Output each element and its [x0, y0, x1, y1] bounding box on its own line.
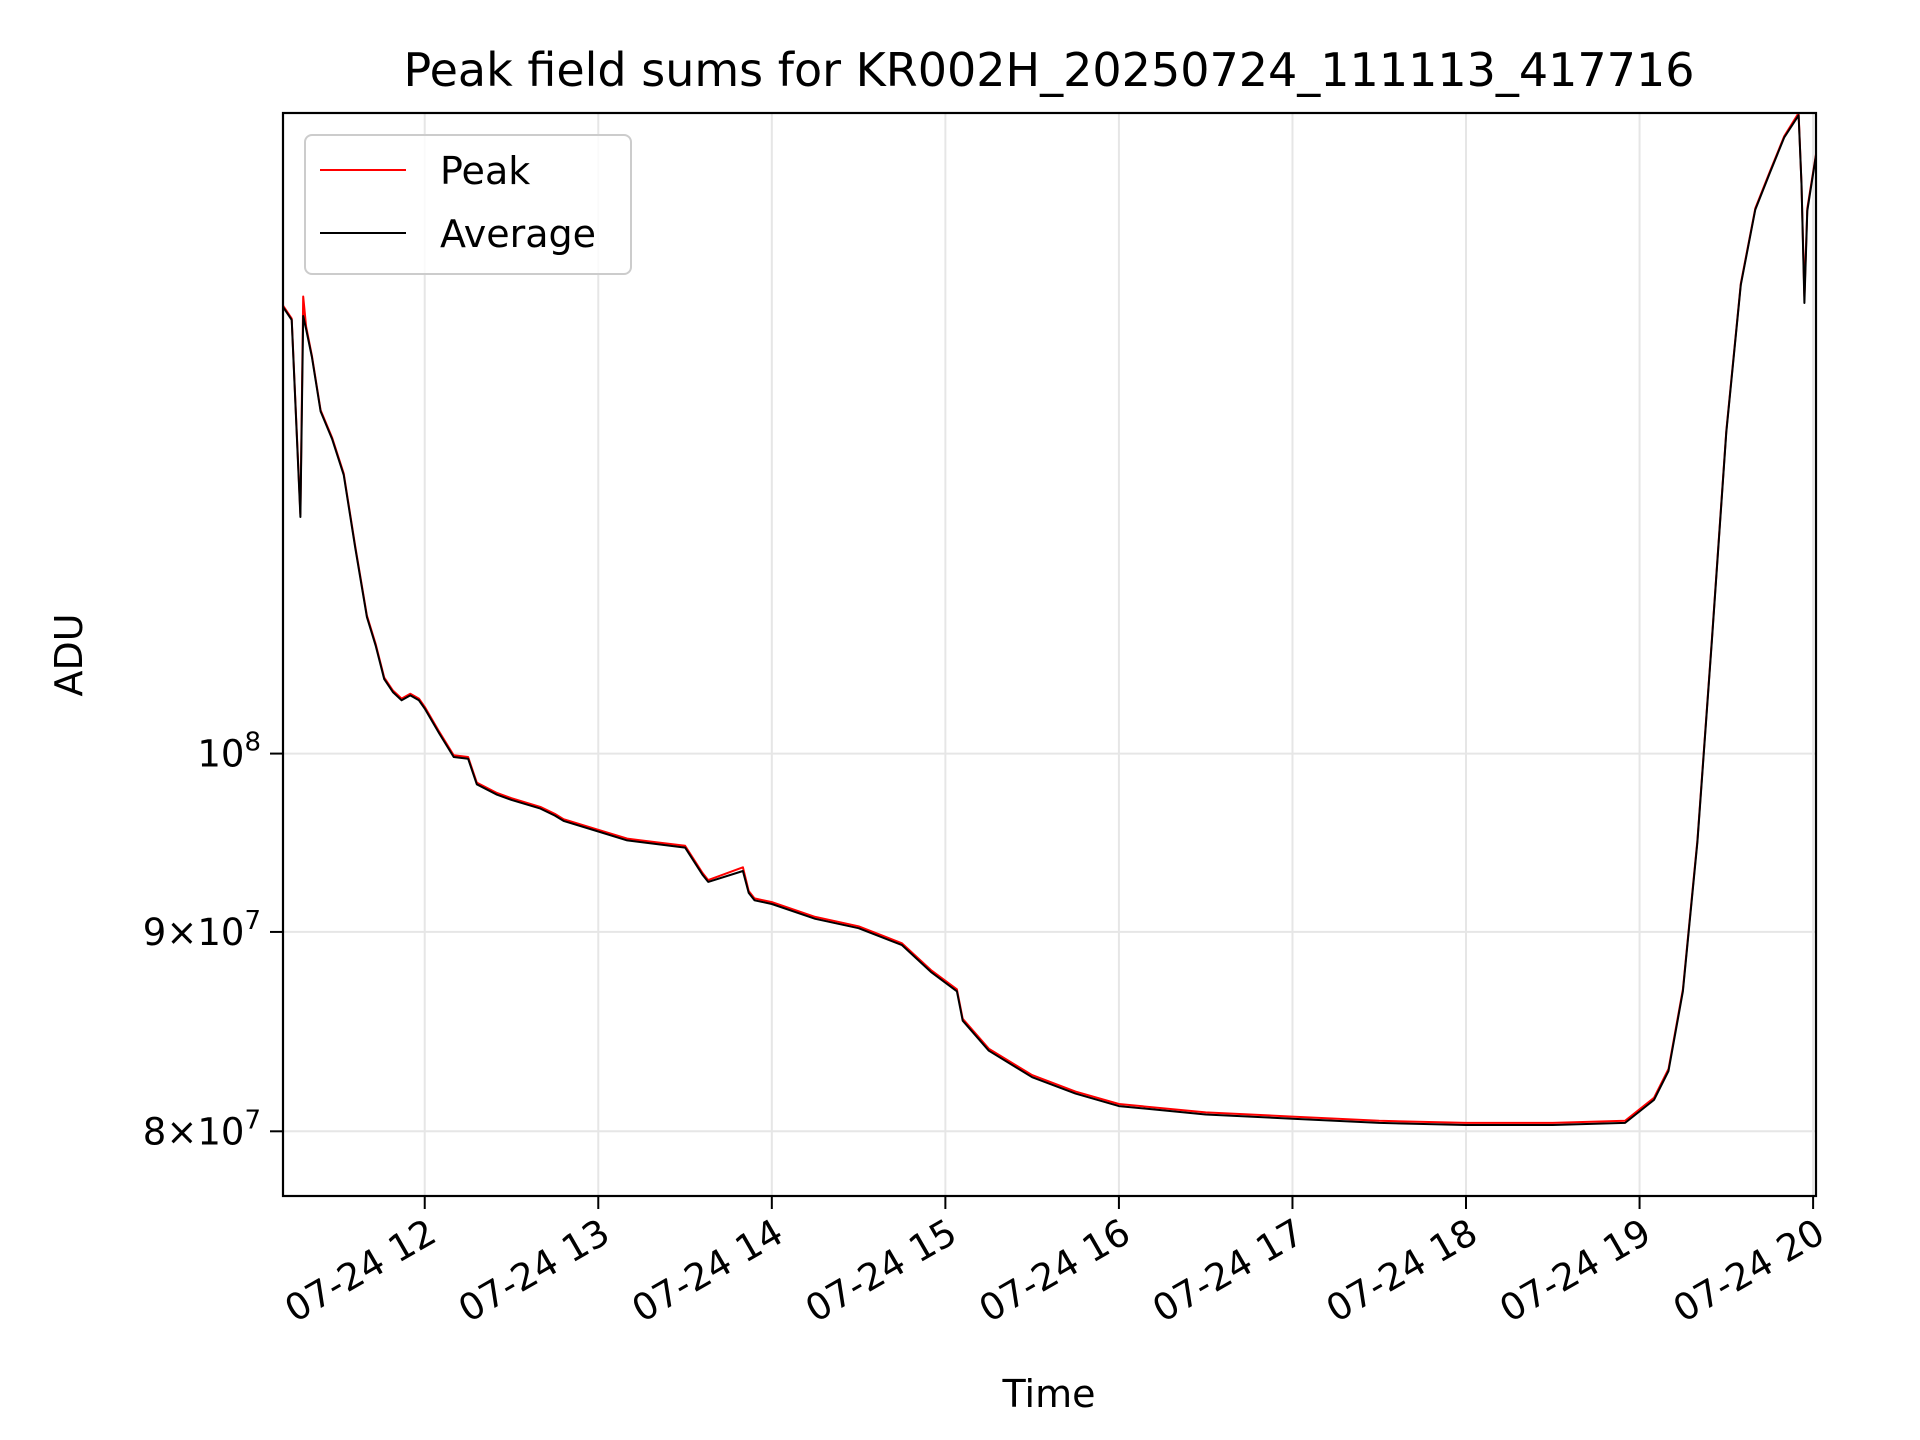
y-tick-base: 10 [197, 733, 244, 776]
y-tick-exponent: 7 [244, 906, 261, 936]
y-tick-times: × [166, 1110, 197, 1153]
plot-frame [281, 111, 1818, 1198]
y-axis-label: ADU [47, 613, 91, 696]
y-tick-base: 10 [197, 911, 244, 954]
y-tick-mantissa: 8 [143, 1110, 167, 1153]
legend: Peak Average [304, 134, 632, 275]
y-tick-mantissa: 9 [143, 911, 167, 954]
grid [283, 113, 1816, 1196]
x-axis-label: Time [1002, 1372, 1096, 1416]
y-tick-label: 108 [197, 728, 261, 776]
y-tick-base: 10 [197, 1110, 244, 1153]
series-line-average [282, 114, 1817, 1126]
y-tick-label: 8×107 [143, 1105, 261, 1153]
chart-title: Peak field sums for KR002H_20250724_1111… [404, 43, 1695, 97]
y-tick-exponent: 7 [244, 1105, 261, 1135]
y-tick-exponent: 8 [244, 728, 261, 758]
y-tick-times: × [166, 911, 197, 954]
legend-label-average: Average [440, 212, 596, 256]
plot-lines [282, 112, 1817, 1126]
y-tick-label: 9×107 [143, 906, 261, 954]
legend-label-peak: Peak [440, 149, 530, 193]
